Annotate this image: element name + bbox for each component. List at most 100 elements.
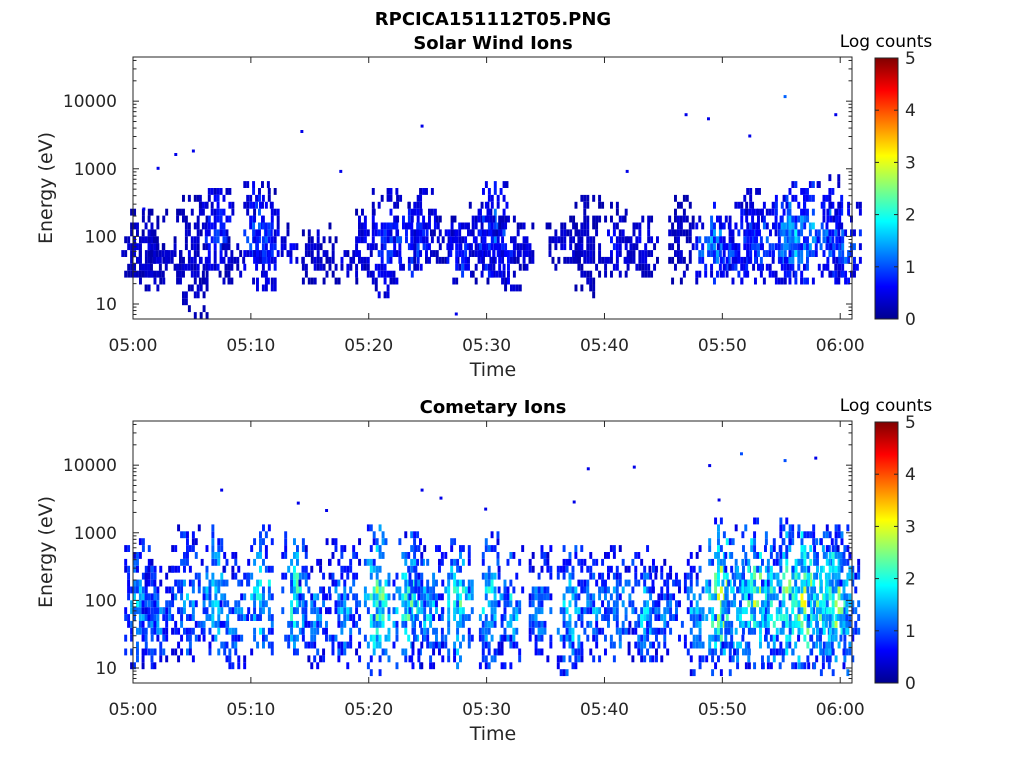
colorbar-tick-label: 5 — [905, 49, 916, 69]
spectrogram-cell — [208, 648, 212, 656]
spectrogram-cell — [545, 222, 549, 230]
spectrogram-cell — [736, 614, 740, 621]
spectrogram-cell — [487, 270, 491, 278]
spectrogram-cell — [307, 655, 311, 663]
spectrogram-cell — [263, 250, 267, 257]
spectrogram-cell — [467, 641, 471, 649]
spectrogram-cell — [768, 243, 772, 251]
spectrogram-cell — [389, 222, 393, 230]
spectrogram-cell — [751, 215, 755, 223]
spectrogram-cell — [165, 614, 169, 621]
spectrogram-cell — [695, 634, 699, 642]
spectrogram-cell — [750, 545, 754, 552]
spectrogram-cell — [835, 222, 839, 230]
spectrogram-cell — [634, 641, 638, 649]
spectrogram-cell — [249, 222, 253, 230]
spectrogram-cell — [236, 256, 240, 264]
spectrogram-cell — [386, 194, 390, 202]
spectrogram-cell — [682, 229, 686, 237]
spectrogram-cell — [747, 641, 751, 649]
spectrogram-cell — [234, 600, 238, 608]
spectrogram-cell — [410, 565, 414, 573]
spectrogram-cell — [698, 565, 702, 573]
spectrogram-cell — [416, 229, 420, 237]
spectrogram-cell — [270, 250, 274, 257]
spectrogram-cell — [301, 593, 305, 601]
spectrogram-cell — [846, 669, 850, 677]
spectrogram-cell — [411, 627, 415, 635]
spectrogram-cell — [768, 270, 772, 278]
spectrogram-cell — [487, 222, 491, 230]
spectrogram-cell — [815, 655, 819, 663]
spectrogram-cell — [717, 614, 720, 621]
spectrogram-cell — [825, 614, 829, 621]
spectrogram-cell — [580, 236, 584, 244]
spectrogram-cell — [812, 579, 816, 587]
spectrogram-cell — [231, 641, 235, 649]
spectrogram-cell — [459, 565, 462, 573]
spectrogram-cell — [230, 250, 234, 257]
spectrogram-cell — [430, 188, 434, 195]
spectrogram-cell — [155, 236, 159, 244]
spectrogram-cell — [343, 545, 347, 552]
spectrogram-cell — [744, 620, 748, 628]
spectrogram-cell — [153, 243, 157, 251]
spectrogram-cell — [615, 201, 619, 209]
spectrogram-cell — [537, 600, 541, 608]
spectrogram-cell — [228, 215, 232, 223]
spectrogram-cell — [401, 600, 405, 608]
spectrogram-cell — [586, 593, 590, 601]
spectrogram-cell — [262, 634, 265, 642]
spectrogram-cell — [759, 256, 763, 264]
spectrogram-cell — [615, 222, 619, 230]
spectrogram-cell — [378, 607, 382, 615]
spectrogram-cell — [574, 620, 578, 628]
spectrogram-cell — [744, 607, 748, 615]
spectrogram-cell — [835, 243, 839, 251]
colorbar-tick-label: 5 — [905, 413, 916, 433]
spectrogram-cell — [450, 565, 454, 573]
spectrogram-cell — [237, 634, 241, 642]
spectrogram-cell — [426, 579, 430, 587]
solar-wind-colorbar-label: Log counts — [840, 32, 933, 52]
spectrogram-cell — [182, 263, 185, 271]
spectrogram-cell — [133, 263, 137, 271]
spectrogram-cell — [615, 208, 619, 216]
spectrogram-cell — [775, 634, 779, 642]
spectrogram-cell — [858, 229, 862, 237]
spectrogram-cell — [674, 236, 677, 244]
spectrogram-cell — [850, 229, 853, 237]
spectrogram-cell — [392, 593, 396, 601]
spectrogram-cell — [819, 600, 823, 608]
spectrogram-cell — [563, 236, 567, 244]
spectrogram-cell — [797, 524, 801, 532]
spectrogram-cell — [803, 215, 807, 223]
spectrogram-cell — [695, 579, 699, 587]
spectrogram-cell — [831, 552, 835, 559]
spectrogram-cell — [358, 215, 361, 223]
spectrogram-cell — [231, 607, 235, 615]
y-tick-label: 10 — [95, 659, 117, 679]
spectrogram-cell — [389, 250, 393, 257]
spectrogram-cell — [754, 243, 757, 251]
spectrogram-cell — [834, 655, 838, 663]
spectrogram-cell — [764, 634, 767, 642]
spectrogram-cell — [518, 558, 522, 566]
spectrogram-cell — [250, 614, 254, 621]
spectrogram-cell — [615, 256, 619, 264]
spectrogram-cell — [484, 545, 488, 552]
spectrogram-cell — [193, 291, 197, 299]
spectrogram-cell — [386, 270, 390, 278]
spectrogram-cell — [791, 229, 795, 237]
spectrogram-cell — [130, 586, 134, 594]
spectrogram-cell — [840, 593, 844, 601]
spectrogram-cell — [334, 236, 338, 244]
spectrogram-cell — [411, 662, 415, 670]
spectrogram-cell — [205, 572, 209, 580]
spectrogram-cell — [325, 627, 328, 635]
spectrogram-cell — [812, 627, 816, 635]
spectrogram-cell — [447, 614, 451, 621]
spectrogram-cell — [322, 572, 326, 580]
spectrogram-cell — [615, 593, 619, 601]
spectrogram-cell — [808, 250, 812, 257]
